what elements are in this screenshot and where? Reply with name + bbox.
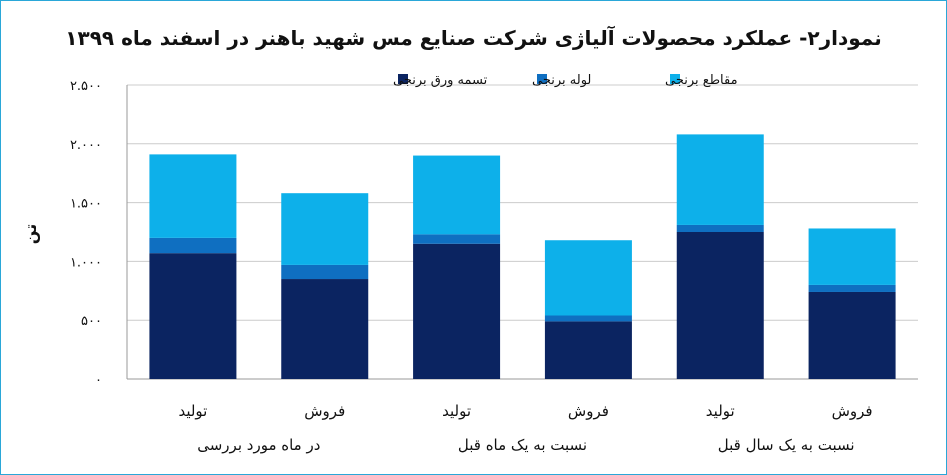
bar-segment	[149, 154, 237, 238]
legend-swatch	[670, 74, 680, 84]
bar-segment	[281, 279, 369, 379]
bar-segment	[808, 284, 896, 292]
bar-segment	[149, 253, 237, 379]
y-axis-label: تن	[21, 224, 40, 244]
legend-swatch	[398, 74, 408, 84]
bar-segment	[544, 240, 632, 316]
category-labels: تولید فروش تولید فروش تولید فروش	[178, 402, 872, 420]
bar-segment	[676, 224, 764, 232]
category-label: فروش	[304, 402, 345, 420]
chart-title: نمودار۲- عملکرد محصولات آلیاژی شرکت صنای…	[65, 26, 882, 50]
legend-label: مقاطع برنجی	[665, 73, 738, 88]
category-label: فروش	[568, 402, 609, 420]
bar-segment	[413, 243, 501, 379]
bar-segment	[808, 291, 896, 379]
category-label: تولید	[706, 402, 735, 420]
bar-segment	[281, 193, 369, 265]
y-tick-label: ۲.۰۰۰	[70, 138, 102, 153]
legend-label: تسمه ورق برنجی	[393, 73, 488, 88]
bar-segment	[149, 237, 237, 254]
group-labels: در ماه مورد بررسی نسبت به یک ماه قبل نسبت …	[197, 436, 854, 454]
group-label: در ماه مورد بررسی	[197, 436, 320, 454]
y-axis-ticks: ۰ ۵۰۰ ۱.۰۰۰ ۱.۵۰۰ ۲.۰۰۰ ۲.۵۰۰	[70, 79, 102, 388]
legend: تسمه ورق برنجی لوله برنجی مقاطع برنجی	[393, 73, 738, 88]
category-label: تولید	[442, 402, 471, 420]
y-tick-label: ۱.۵۰۰	[70, 197, 102, 212]
bar-segment	[808, 228, 896, 285]
y-tick-label: ۰	[95, 373, 102, 388]
bar-segment	[676, 134, 764, 225]
legend-label: لوله برنجی	[532, 73, 591, 88]
bar-segment	[676, 232, 764, 379]
y-tick-label: ۱.۰۰۰	[70, 255, 102, 270]
bar-segment	[413, 234, 501, 244]
bar-segment	[544, 321, 632, 379]
group-label: نسبت به یک ماه قبل	[458, 436, 587, 454]
legend-swatch	[537, 74, 547, 84]
group-label: نسبت به یک سال قبل	[718, 436, 855, 454]
category-label: تولید	[178, 402, 207, 420]
bars	[149, 134, 896, 379]
category-label: فروش	[832, 402, 873, 420]
y-tick-label: ۲.۵۰۰	[70, 79, 102, 94]
gridlines	[126, 84, 918, 380]
bar-segment	[281, 264, 369, 280]
bar-segment	[413, 155, 501, 235]
bar-segment	[544, 315, 632, 322]
y-tick-label: ۵۰۰	[81, 314, 102, 329]
